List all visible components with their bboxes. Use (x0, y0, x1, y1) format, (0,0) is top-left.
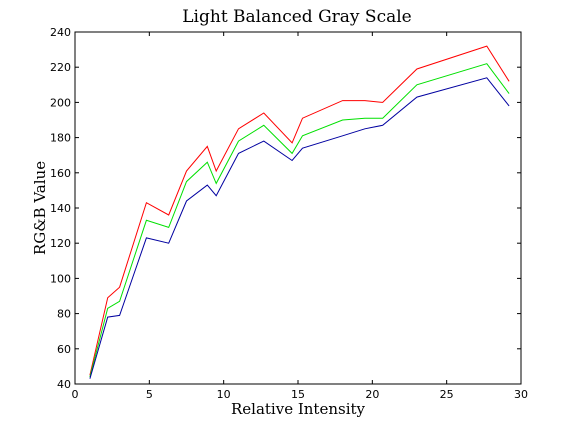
x-tick-label: 10 (217, 388, 231, 401)
series-line-3 (89, 77, 510, 379)
x-tick-label: 15 (291, 388, 305, 401)
y-axis-label: RG&B Value (31, 161, 49, 255)
y-tick-label: 60 (57, 343, 71, 356)
series-lines (89, 45, 510, 379)
series-line-1 (89, 45, 510, 376)
chart-title: Light Balanced Gray Scale (182, 7, 411, 27)
x-tick-label: 25 (440, 388, 454, 401)
x-tick-label: 30 (514, 388, 528, 401)
y-tick-label: 40 (57, 378, 71, 391)
series-line-2 (89, 63, 510, 378)
y-tick-label: 140 (50, 202, 71, 215)
x-axis-label: Relative Intensity (231, 400, 366, 418)
y-tick-label: 200 (50, 96, 71, 109)
y-tick-label: 180 (50, 132, 71, 145)
x-tick-label: 0 (72, 388, 79, 401)
y-tick-label: 120 (50, 237, 71, 250)
y-tick-label: 160 (50, 167, 71, 180)
y-tick-label: 100 (50, 272, 71, 285)
y-tick-label: 220 (50, 61, 71, 74)
axis-ticks: 0 5 10 15 20 25 30 40 60 80 100 120 140 160 180 200 220 2… (50, 26, 528, 401)
x-tick-label: 20 (365, 388, 379, 401)
plot-frame (74, 31, 522, 385)
y-tick-label: 80 (57, 308, 71, 321)
x-tick-label: 5 (146, 388, 153, 401)
y-tick-label: 240 (50, 26, 71, 39)
